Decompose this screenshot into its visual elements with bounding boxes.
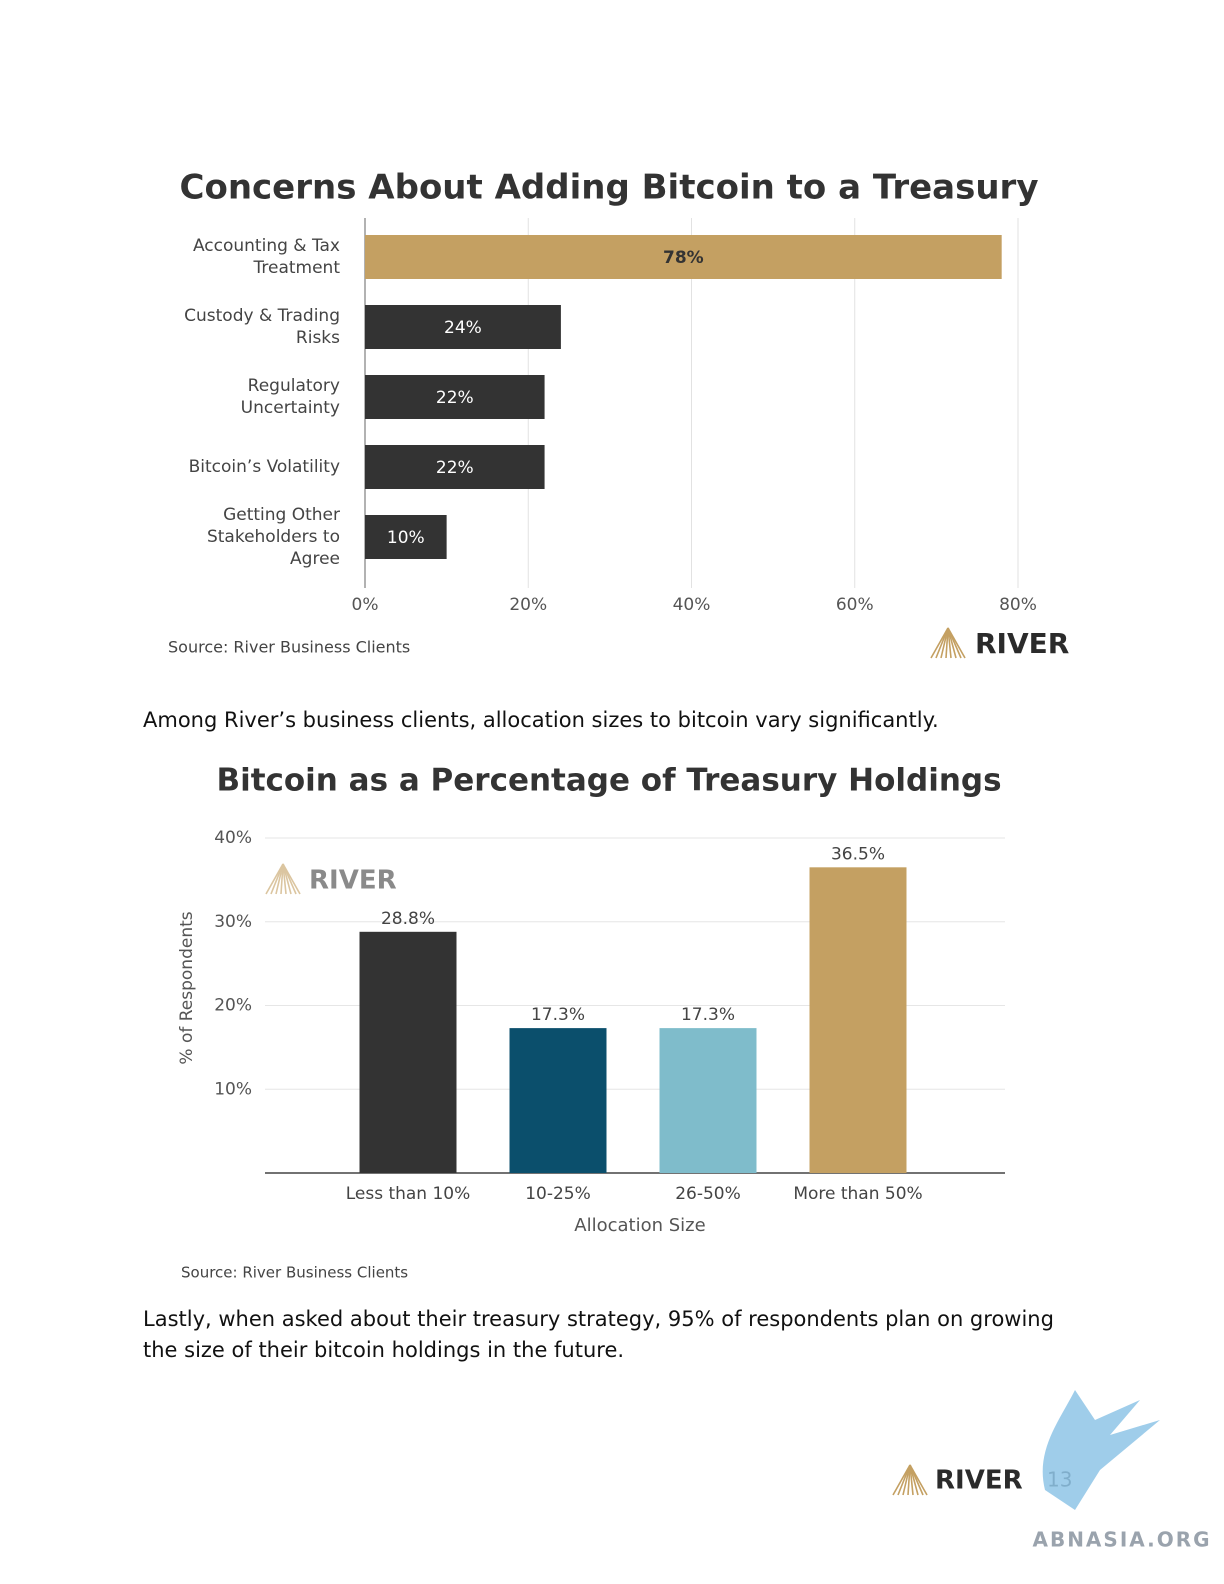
y-tick-label: Custody & Trading Risks [184, 306, 340, 348]
x-tick-label: 26-50% [675, 1184, 741, 1204]
logo-text: RIVER [935, 1466, 1023, 1496]
value-label: 17.3% [531, 1005, 585, 1025]
value-label: 22% [436, 388, 474, 408]
watermark: ABNASIA.ORG [1032, 1528, 1211, 1552]
bar [365, 235, 1002, 279]
x-tick-label: 40% [673, 595, 711, 615]
bar [365, 445, 545, 489]
logo-icon [265, 863, 301, 895]
value-label: 22% [436, 458, 474, 478]
y-tick-label: Bitcoin’s Volatility [188, 457, 340, 477]
y-tick-label: Getting Other Stakeholders to Agree [206, 505, 340, 569]
bar [365, 515, 447, 559]
y-tick-label: 20% [214, 996, 252, 1016]
logo-icon [892, 1464, 928, 1496]
value-label: 17.3% [681, 1005, 735, 1025]
value-label: 28.8% [381, 909, 435, 929]
watermark-art [1042, 1390, 1160, 1510]
chart-title: Bitcoin as a Percentage of Treasury Hold… [216, 763, 1001, 799]
value-label: 24% [444, 318, 482, 338]
x-axis-label: Allocation Size [574, 1215, 705, 1236]
y-axis-label: % of Respondents [177, 911, 197, 1064]
x-tick-label: 0% [352, 595, 379, 615]
logo-icon [930, 627, 966, 659]
y-tick-label: 40% [214, 828, 252, 848]
source: Source: River Business Clients [181, 1264, 408, 1282]
bar [365, 305, 561, 349]
y-tick-label: Regulatory Uncertainty [240, 376, 340, 418]
bar [365, 375, 545, 419]
paragraph: Lastly, when asked about their treasury … [143, 1307, 1054, 1362]
paragraph: Among River’s business clients, allocati… [143, 708, 939, 732]
logo-text: RIVER [309, 866, 397, 896]
x-tick-label: 20% [509, 595, 547, 615]
value-label: 10% [387, 528, 425, 548]
bar [509, 1028, 607, 1173]
x-tick-label: More than 50% [793, 1184, 922, 1204]
x-tick-label: 10-25% [525, 1184, 591, 1204]
bar [809, 867, 907, 1173]
logo-text: RIVER [975, 627, 1069, 660]
x-tick-label: Less than 10% [346, 1184, 471, 1204]
y-tick-label: 10% [214, 1079, 252, 1099]
x-tick-label: 80% [999, 595, 1037, 615]
y-tick-label: 30% [214, 912, 252, 932]
value-label: 36.5% [831, 844, 885, 864]
value-label: 78% [663, 248, 704, 268]
bar [659, 1028, 757, 1173]
chart-title: Concerns About Adding Bitcoin to a Treas… [180, 168, 1039, 208]
bar [359, 931, 457, 1173]
y-tick-label: Accounting & Tax Treatment [192, 236, 340, 278]
source: Source: River Business Clients [168, 638, 410, 657]
x-tick-label: 60% [836, 595, 874, 615]
